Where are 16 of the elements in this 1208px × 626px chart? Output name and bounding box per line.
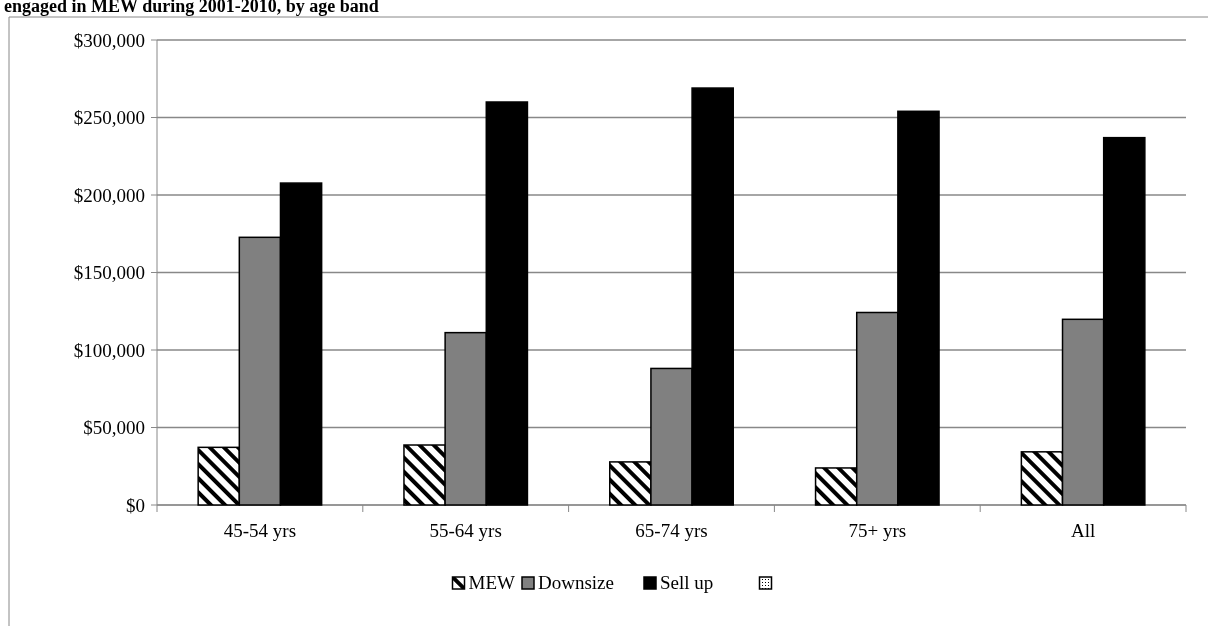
y-tick-label: $50,000	[83, 417, 145, 439]
y-tick-label: $200,000	[73, 184, 145, 206]
x-tick-label: 55-64 yrs	[429, 520, 502, 541]
legend-label: Downsize	[538, 572, 614, 593]
legend-label: Sell up	[660, 572, 714, 593]
y-tick-label: $0	[126, 494, 145, 516]
y-tick-label: $300,000	[73, 29, 145, 51]
x-tick-label: 65-74 yrs	[635, 520, 708, 541]
y-tick-label: $250,000	[73, 107, 145, 129]
x-tick-label: All	[1070, 520, 1096, 541]
y-tick-label: $150,000	[73, 262, 145, 284]
x-tick-label: 45-54 yrs	[223, 520, 297, 541]
legend-label: MEW	[468, 572, 515, 593]
chart-title: engaged in MEW during 2001-2010, by age band	[4, 0, 379, 16]
x-tick-label: 75+ yrs	[848, 520, 907, 541]
y-tick-label: $100,000	[73, 339, 145, 361]
